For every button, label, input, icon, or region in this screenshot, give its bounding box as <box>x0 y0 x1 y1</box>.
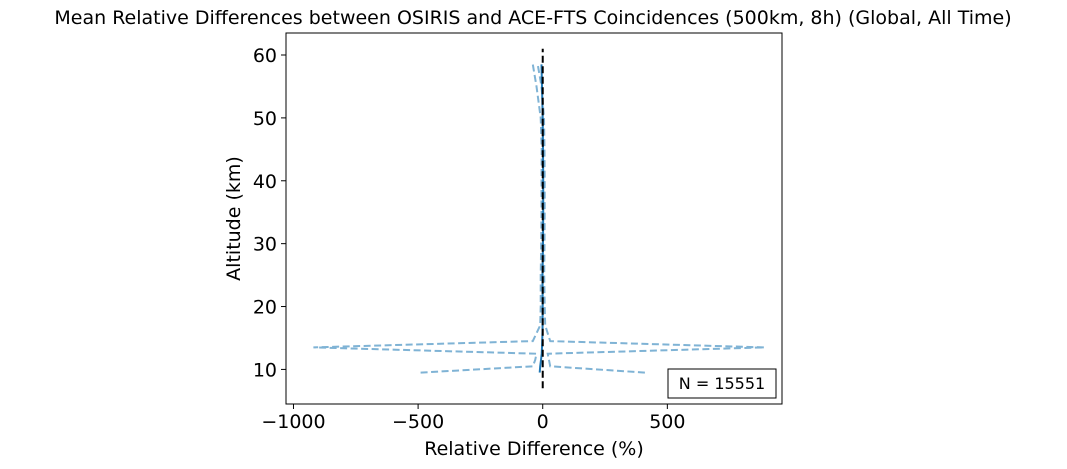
x-axis: −1000 −500 0 500 <box>261 404 685 433</box>
y-axis: 10 20 30 40 50 60 <box>253 45 286 381</box>
x-tick-label: 500 <box>649 411 685 433</box>
x-axis-label: Relative Difference (%) <box>424 438 644 460</box>
y-tick-label: 10 <box>253 359 277 381</box>
annotation-box <box>667 368 777 399</box>
y-tick-label: 60 <box>253 45 277 67</box>
axes-frame <box>285 32 783 405</box>
x-tick-label: 0 <box>537 411 549 433</box>
annotation-text: N = 15551 <box>679 374 765 393</box>
y-tick-label: 50 <box>253 108 277 130</box>
x-tick-label: −500 <box>392 411 444 433</box>
y-axis-label: Altitude (km) <box>223 156 245 281</box>
chart-title: Mean Relative Differences between OSIRIS… <box>54 7 1011 29</box>
y-tick-label: 40 <box>253 171 277 193</box>
y-tick-label: 20 <box>253 297 277 319</box>
plot-area <box>313 48 765 389</box>
x-tick-label: −1000 <box>261 411 325 433</box>
y-tick-label: 30 <box>253 234 277 256</box>
series-lower-line <box>313 64 543 374</box>
series-upper-line <box>536 64 765 374</box>
count-annotation: N = 15551 <box>667 368 777 399</box>
